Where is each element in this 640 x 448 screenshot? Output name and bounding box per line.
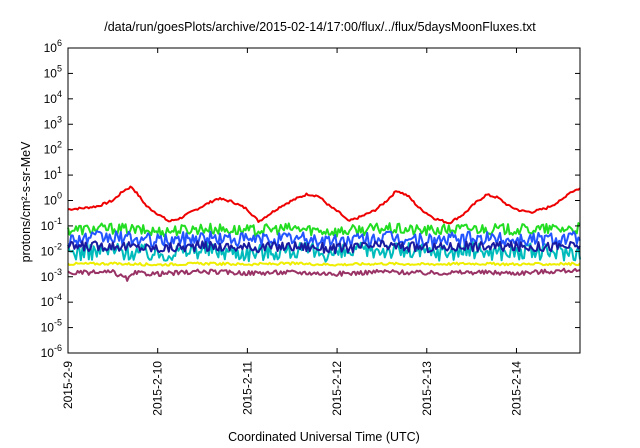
series-line bbox=[67, 261, 581, 267]
series-line bbox=[67, 185, 581, 225]
y-tick-exponent: -4 bbox=[54, 292, 62, 302]
y-tick-exponent: 5 bbox=[57, 63, 62, 73]
x-tick-label: 2015-2-9 bbox=[61, 361, 75, 409]
y-tick-base: 10 bbox=[41, 219, 55, 233]
y-tick-base: 10 bbox=[44, 117, 58, 131]
series-line bbox=[67, 239, 581, 255]
y-tick-label: 103 bbox=[44, 114, 62, 131]
x-tick-label: 2015-2-10 bbox=[151, 361, 165, 416]
y-tick-base: 10 bbox=[44, 194, 58, 208]
y-tick-base: 10 bbox=[44, 66, 58, 80]
y-tick-label: 10-4 bbox=[41, 292, 62, 309]
series-line bbox=[67, 230, 581, 249]
y-tick-label: 10-6 bbox=[41, 343, 62, 360]
y-tick-base: 10 bbox=[44, 168, 58, 182]
y-tick-exponent: 3 bbox=[57, 114, 62, 124]
x-axis-label: Coordinated Universal Time (UTC) bbox=[228, 430, 420, 444]
y-tick-label: 10-5 bbox=[41, 318, 62, 335]
y-tick-exponent: 4 bbox=[57, 89, 62, 99]
chart-title: /data/run/goesPlots/archive/2015-02-14/1… bbox=[104, 20, 536, 34]
y-tick-exponent: 1 bbox=[57, 165, 62, 175]
y-tick-exponent: 0 bbox=[57, 191, 62, 201]
y-tick-base: 10 bbox=[44, 41, 58, 55]
y-tick-exponent: 6 bbox=[57, 38, 62, 48]
x-axis: 2015-2-9 2015-2-10 2015-2-11 2015-2-12 2015-… bbox=[61, 48, 523, 416]
y-tick-exponent: -2 bbox=[54, 241, 62, 251]
y-tick-label: 100 bbox=[44, 191, 62, 208]
y-tick-base: 10 bbox=[41, 295, 55, 309]
y-tick-exponent: -6 bbox=[54, 343, 62, 353]
x-tick-label: 2015-2-11 bbox=[240, 361, 254, 415]
y-tick-label: 106 bbox=[44, 38, 62, 55]
y-tick-exponent: -1 bbox=[54, 216, 62, 226]
y-tick-base: 10 bbox=[44, 143, 58, 157]
series-line bbox=[67, 222, 581, 238]
y-tick-exponent: -3 bbox=[54, 267, 62, 277]
x-tick-label: 2015-2-13 bbox=[420, 361, 434, 416]
y-tick-label: 105 bbox=[44, 63, 62, 80]
y-tick-label: 10-2 bbox=[41, 241, 62, 258]
y-tick-label: 101 bbox=[44, 165, 62, 182]
y-tick-label: 102 bbox=[44, 140, 62, 157]
y-tick-label: 10-3 bbox=[41, 267, 62, 284]
x-tick-label: 2015-2-12 bbox=[330, 361, 344, 416]
x-tick-label: 2015-2-14 bbox=[509, 361, 523, 416]
y-tick-exponent: 2 bbox=[57, 140, 62, 150]
y-tick-base: 10 bbox=[41, 270, 55, 284]
y-tick-exponent: -5 bbox=[54, 318, 62, 328]
y-tick-base: 10 bbox=[41, 321, 55, 335]
series-line bbox=[67, 267, 581, 282]
y-tick-base: 10 bbox=[44, 92, 58, 106]
y-tick-label: 104 bbox=[44, 89, 62, 106]
y-axis: 10-610-510-410-310-210-11001011021031041… bbox=[41, 38, 580, 360]
y-tick-base: 10 bbox=[41, 346, 55, 360]
y-tick-base: 10 bbox=[41, 244, 55, 258]
series-layer bbox=[67, 185, 581, 282]
y-tick-label: 10-1 bbox=[41, 216, 62, 233]
